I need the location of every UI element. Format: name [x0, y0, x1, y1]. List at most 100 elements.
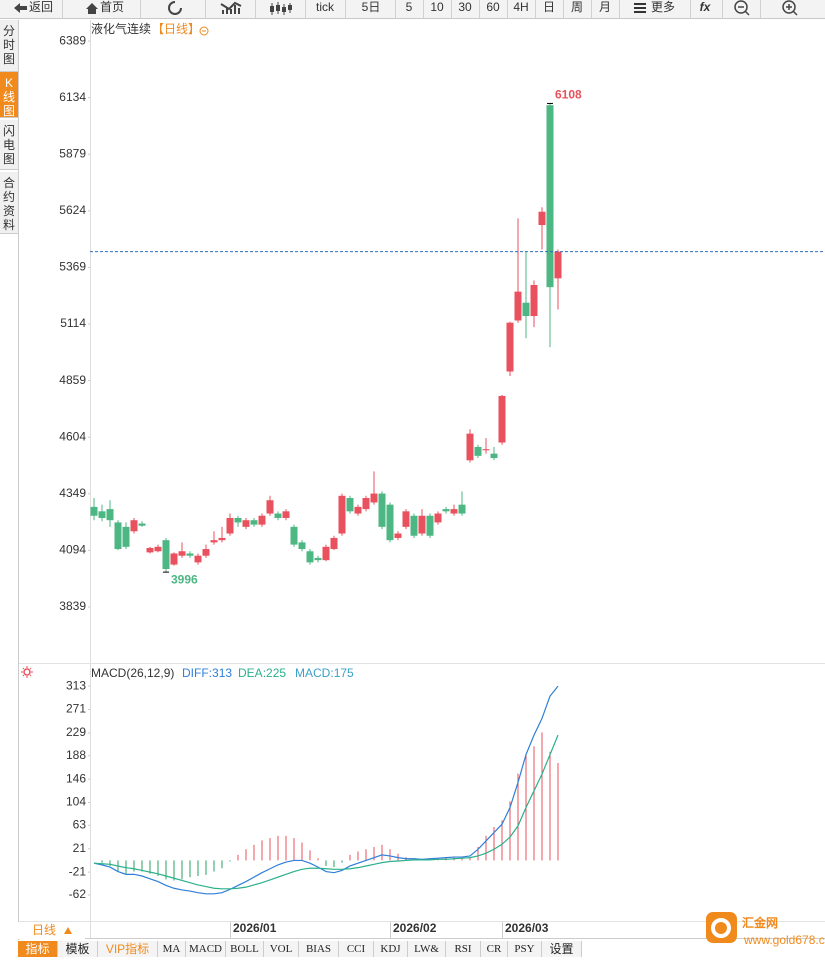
- bottom-tab[interactable]: MA: [158, 941, 186, 957]
- zoom-out-icon[interactable]: [734, 0, 748, 14]
- y-tick-label: 313: [66, 678, 86, 692]
- bottom-tab[interactable]: CR: [481, 941, 508, 957]
- candle-body: [418, 515, 426, 534]
- home-icon[interactable]: [86, 3, 98, 14]
- period-tab-bg[interactable]: [18, 922, 85, 939]
- bottom-tab[interactable]: 指标: [18, 941, 58, 957]
- toolbar-button[interactable]: 60: [486, 0, 500, 14]
- chart-title: 液化气连续: [91, 21, 151, 36]
- logo-icon: [706, 912, 737, 943]
- bottom-tab[interactable]: LW&: [408, 941, 446, 957]
- candle-body: [330, 537, 338, 550]
- settings-sun-icon[interactable]: [23, 668, 31, 676]
- y-tick-label: 104: [66, 795, 86, 809]
- y-tick-label: 146: [66, 771, 86, 785]
- candle-body: [106, 509, 114, 521]
- toolbar-button[interactable]: 更多: [651, 0, 675, 14]
- zoom-in-glyph[interactable]: [786, 4, 798, 16]
- candle-body: [346, 498, 354, 512]
- toolbar-bg: [0, 0, 825, 18]
- y-tick-label: 188: [66, 748, 86, 762]
- y-tick-label: 5879: [59, 146, 86, 160]
- candle-body: [218, 537, 226, 541]
- toolbar-button[interactable]: tick: [316, 0, 335, 14]
- toolbar-button[interactable]: 月: [599, 0, 611, 14]
- candle-body: [450, 509, 458, 514]
- candle-icon[interactable]: [270, 5, 292, 12]
- x-tick-label: 2026/03: [505, 921, 549, 935]
- legend-text: MACD: [295, 666, 331, 680]
- candle-body: [410, 515, 418, 536]
- bottom-tab[interactable]: BOLL: [226, 941, 264, 957]
- candle-body: [370, 493, 378, 503]
- legend-text: 175: [334, 666, 354, 680]
- legend-text: :: [263, 666, 266, 680]
- y-tick-label: 6389: [59, 33, 86, 47]
- toolbar-button[interactable]: 30: [458, 0, 472, 14]
- collapse-icon[interactable]: [199, 26, 209, 36]
- toolbar-button[interactable]: fx: [700, 0, 712, 14]
- legend-text: 313: [212, 666, 232, 680]
- toolbar-button[interactable]: 4H: [513, 0, 528, 14]
- candle-body: [258, 515, 266, 525]
- period-tab-arrow[interactable]: [64, 927, 72, 934]
- candle-body: [458, 504, 466, 514]
- candle-body: [178, 551, 186, 556]
- logo-icon-ring: [711, 918, 731, 938]
- candle-body: [146, 547, 154, 553]
- settings-sun-rays[interactable]: [21, 666, 33, 678]
- toolbar-button[interactable]: 5日: [362, 0, 381, 14]
- zoom-in-icon[interactable]: [782, 0, 796, 14]
- candle-body: [490, 453, 498, 459]
- side-tab[interactable]: 闪电图: [0, 120, 18, 170]
- bottom-tab[interactable]: KDJ: [374, 941, 408, 957]
- side-tab[interactable]: 分时图: [0, 20, 18, 72]
- candle-body: [298, 542, 306, 550]
- zoom-out-glyph[interactable]: [738, 6, 750, 16]
- candle-body: [234, 517, 242, 523]
- candle-body: [290, 526, 298, 545]
- refresh-icon[interactable]: [168, 1, 182, 15]
- back-icon[interactable]: [14, 3, 27, 13]
- candle-body: [546, 105, 554, 288]
- bottom-tab[interactable]: VIP指标: [98, 941, 158, 957]
- y-tick-label: 5624: [59, 203, 86, 217]
- toolbar-button[interactable]: 10: [430, 0, 444, 14]
- candle-body: [314, 557, 322, 561]
- candle-body: [274, 513, 282, 518]
- bottom-tab[interactable]: MACD: [186, 941, 226, 957]
- candle-body: [226, 517, 234, 534]
- toolbar-button[interactable]: 5: [406, 0, 413, 14]
- bottom-tab[interactable]: 模板: [58, 941, 98, 957]
- bottom-tab[interactable]: VOL: [264, 941, 299, 957]
- toolbar-button[interactable]: 日: [543, 0, 555, 14]
- candle-body: [194, 555, 202, 563]
- menu-icon[interactable]: [634, 3, 646, 13]
- toolbar-button[interactable]: 首页: [100, 0, 124, 14]
- y-tick-label: 229: [66, 725, 86, 739]
- toolbar-button[interactable]: 返回: [29, 0, 53, 14]
- bottom-tab[interactable]: 设置: [542, 941, 582, 957]
- y-tick-label: 4349: [59, 486, 86, 500]
- candle-body: [210, 540, 218, 543]
- candle-body: [90, 506, 98, 516]
- candle-body: [186, 553, 194, 556]
- bar-chart-icon[interactable]: [220, 1, 242, 14]
- side-tab[interactable]: K线图: [0, 72, 18, 118]
- side-tab[interactable]: 合约资料: [0, 172, 18, 234]
- toolbar-button[interactable]: 周: [571, 0, 583, 14]
- bottom-tab[interactable]: RSI: [446, 941, 481, 957]
- candle-body: [530, 284, 538, 317]
- candle-body: [242, 520, 250, 527]
- y-tick-label: 5114: [60, 316, 86, 330]
- period-tab[interactable]: 日线: [32, 923, 56, 937]
- legend-entry: DIFF:313: [182, 666, 232, 680]
- bottom-tab[interactable]: PSY: [508, 941, 542, 957]
- legend-text: DIFF: [182, 666, 209, 680]
- bottom-tab[interactable]: BIAS: [299, 941, 339, 957]
- candle-body: [522, 302, 530, 317]
- bottom-tab[interactable]: CCI: [339, 941, 374, 957]
- candle-body: [170, 553, 178, 565]
- candle-body: [338, 495, 346, 534]
- candle-body: [250, 520, 258, 525]
